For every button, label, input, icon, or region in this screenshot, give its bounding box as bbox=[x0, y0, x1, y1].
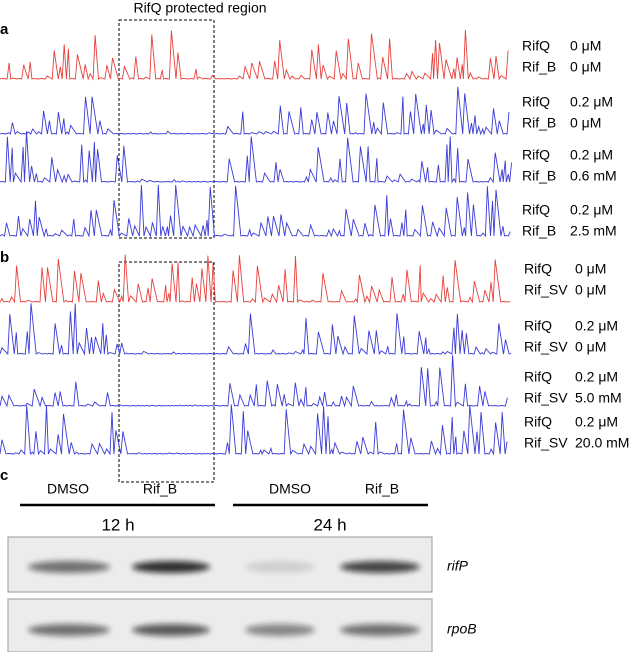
panel-label: c bbox=[0, 467, 8, 484]
traces bbox=[0, 29, 513, 456]
trace bbox=[0, 29, 509, 81]
row-label: 0 μM bbox=[570, 38, 601, 54]
lane-label: DMSO bbox=[47, 481, 89, 497]
panel-label: a bbox=[0, 21, 9, 38]
band bbox=[340, 561, 420, 573]
row-label: Rif_SV bbox=[524, 282, 568, 298]
region-box bbox=[118, 19, 215, 239]
trace bbox=[0, 131, 513, 184]
panel-label: b bbox=[0, 249, 9, 266]
lane-label: DMSO bbox=[269, 481, 311, 497]
row-label: 2.5 mM bbox=[570, 223, 617, 239]
trace bbox=[0, 86, 510, 136]
trace bbox=[0, 404, 508, 456]
row-label: 0.6 mM bbox=[570, 168, 617, 184]
row-label: Rif_SV bbox=[524, 435, 568, 451]
bands bbox=[28, 561, 420, 636]
row-label: 20.0 mM bbox=[575, 435, 629, 451]
row-label: 0.2 μM bbox=[575, 369, 618, 385]
row-label: RifQ bbox=[522, 94, 550, 110]
row-label: RifQ bbox=[522, 38, 550, 54]
region-label: RifQ protected region bbox=[133, 0, 266, 16]
row-label: RifQ bbox=[524, 318, 552, 334]
row-label: 0 μM bbox=[570, 59, 601, 75]
row-label: Rif_SV bbox=[524, 390, 568, 406]
gene-label: rpoB bbox=[447, 621, 477, 637]
trace bbox=[0, 355, 508, 408]
band bbox=[132, 561, 210, 573]
band bbox=[132, 624, 210, 636]
row-label: Rif_B bbox=[522, 223, 556, 239]
row-label: 0.2 μM bbox=[570, 202, 613, 218]
row-label: RifQ bbox=[522, 147, 550, 163]
trace bbox=[0, 184, 511, 238]
lane-label: Rif_B bbox=[143, 481, 177, 497]
row-label: 0.2 μM bbox=[575, 414, 618, 430]
row-label: 0 μM bbox=[575, 282, 606, 298]
band bbox=[28, 561, 110, 573]
row-label: 0 μM bbox=[570, 115, 601, 131]
row-label: 0 μM bbox=[575, 339, 606, 355]
row-label: RifQ bbox=[524, 414, 552, 430]
band bbox=[245, 624, 315, 636]
band bbox=[340, 624, 420, 636]
row-label: Rif_B bbox=[522, 168, 556, 184]
lane-label: Rif_B bbox=[365, 481, 399, 497]
row-label: RifQ bbox=[524, 261, 552, 277]
row-label: 0 μM bbox=[575, 261, 606, 277]
row-label: Rif_SV bbox=[524, 339, 568, 355]
group-label: 12 h bbox=[101, 515, 134, 534]
row-label: 0.2 μM bbox=[570, 94, 613, 110]
region-box bbox=[118, 261, 215, 483]
group-label: 24 h bbox=[313, 515, 346, 534]
row-label: 0.2 μM bbox=[575, 318, 618, 334]
row-label: 5.0 mM bbox=[575, 390, 622, 406]
row-label: 0.2 μM bbox=[570, 147, 613, 163]
trace bbox=[0, 254, 511, 304]
gene-label: rifP bbox=[447, 558, 469, 574]
row-label: RifQ bbox=[522, 202, 550, 218]
trace bbox=[0, 303, 512, 356]
row-label: Rif_B bbox=[522, 59, 556, 75]
row-label: RifQ bbox=[524, 369, 552, 385]
band bbox=[245, 561, 315, 573]
row-label: Rif_B bbox=[522, 115, 556, 131]
band bbox=[28, 624, 110, 636]
